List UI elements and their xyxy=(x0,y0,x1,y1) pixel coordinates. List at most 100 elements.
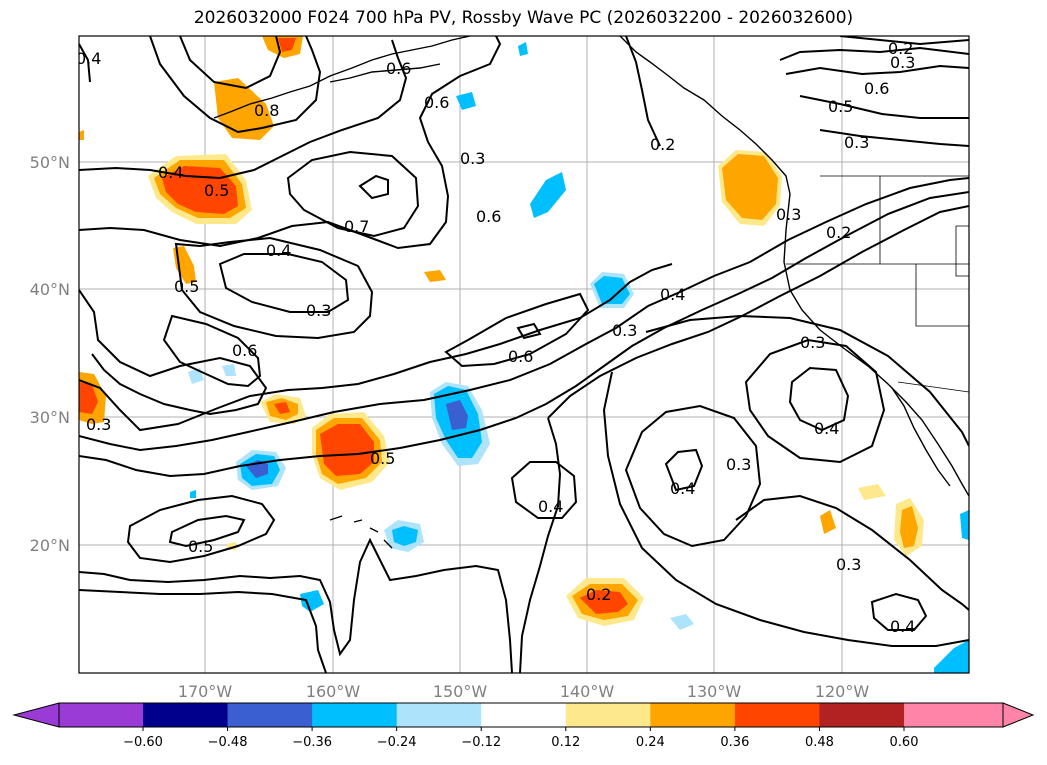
lon-label-150w: 150°W xyxy=(433,682,488,701)
anomaly-blob xyxy=(320,424,374,476)
border-state-4 xyxy=(955,225,969,277)
contour-label: 0.5 xyxy=(204,181,229,200)
anomaly-blob xyxy=(278,38,296,52)
pv-contour xyxy=(79,589,327,673)
anomaly-blob xyxy=(456,92,476,110)
pv-contour xyxy=(444,292,590,368)
contour-label: 0.3 xyxy=(800,333,825,352)
anomaly-blob xyxy=(518,42,528,56)
anomaly-blob xyxy=(190,490,196,498)
map-title: 2026032000 F024 700 hPa PV, Rossby Wave … xyxy=(193,8,854,28)
anomaly-blob xyxy=(530,172,566,218)
colorbar-segment xyxy=(59,703,144,727)
colorbar-tick-label: 0.60 xyxy=(890,735,919,750)
contour-label: 0.4 xyxy=(890,617,915,636)
pv-contour xyxy=(79,43,91,83)
pv-contour xyxy=(625,36,661,147)
anomaly-blob xyxy=(222,364,236,376)
pv-contour xyxy=(839,36,969,46)
political-borders xyxy=(786,175,969,393)
contour-label: 0.3 xyxy=(726,455,751,474)
colorbar-segment xyxy=(396,703,482,727)
contour-label: 0.8 xyxy=(254,101,279,120)
contour-label: 0.6 xyxy=(476,207,501,226)
pv-contour xyxy=(645,314,969,447)
contour-label: 0.2 xyxy=(888,39,913,58)
pv-contour xyxy=(788,366,850,432)
coastline-bc xyxy=(619,36,791,195)
anomaly-blob xyxy=(820,510,836,534)
map-area: 0.4 0.2 0.3 0.6 0.8 0.6 0.3 0.2 0.5 0.6 … xyxy=(76,35,970,674)
colorbar-segment xyxy=(565,703,651,727)
contour-label: 0.3 xyxy=(612,321,637,340)
pv-contour xyxy=(510,461,578,519)
pv-contour xyxy=(744,338,886,464)
pv-contour xyxy=(664,448,704,492)
pv-contour xyxy=(79,36,502,250)
coastline-baja xyxy=(891,387,951,487)
pv-contour xyxy=(79,289,268,416)
lon-label-170w: 170°W xyxy=(178,682,233,701)
lon-label-120w: 120°W xyxy=(815,682,870,701)
longitude-labels: 170°W 160°W 150°W 140°W 130°W 120°W xyxy=(178,682,870,701)
colorbar-tick-label: 0.36 xyxy=(720,735,749,750)
contour-label: 0.2 xyxy=(826,223,851,242)
colorbar-segment xyxy=(819,703,905,727)
contour-label: 0.4 xyxy=(158,163,183,182)
lat-label-50n: 50°N xyxy=(30,153,70,172)
anomaly-blob xyxy=(214,78,274,140)
contour-label: 0.3 xyxy=(836,555,861,574)
anomaly-blob xyxy=(900,506,918,548)
contour-label: 0.7 xyxy=(344,217,369,236)
colorbar-extend-max xyxy=(1002,702,1035,728)
contour-label: 0.5 xyxy=(174,277,199,296)
pv-contours xyxy=(79,36,969,673)
border-us-mexico xyxy=(897,381,969,393)
contour-label: 0.3 xyxy=(460,149,485,168)
anomaly-blob xyxy=(173,246,196,284)
pv-contour xyxy=(870,592,928,631)
colorbar-segment xyxy=(143,703,229,727)
colorbar-tick-label: 0.12 xyxy=(551,735,580,750)
pv-contour xyxy=(624,404,762,548)
contour-label: 0.6 xyxy=(508,347,533,366)
pv-contour xyxy=(79,537,513,673)
lon-label-130w: 130°W xyxy=(687,682,742,701)
pv-contour xyxy=(286,150,420,238)
pv-contour xyxy=(516,322,542,340)
anomaly-blob xyxy=(446,400,468,430)
map-background xyxy=(79,36,969,673)
coastline-alaska-south xyxy=(329,63,441,83)
anomaly-blob xyxy=(670,614,694,630)
anomaly-blob xyxy=(300,590,324,612)
contour-label: 0.2 xyxy=(586,585,611,604)
colorbar-tick-label: −0.36 xyxy=(292,735,332,750)
anomaly-blob xyxy=(580,590,628,614)
anomaly-blob xyxy=(722,154,778,220)
pv-contour xyxy=(519,417,562,673)
contour-label: 0.6 xyxy=(864,79,889,98)
colorbar-tick-label: −0.24 xyxy=(377,735,417,750)
contour-label: 0.4 xyxy=(814,419,839,438)
colorbar-tick-label: −0.48 xyxy=(208,735,248,750)
pv-contour xyxy=(779,46,969,61)
pv-contour xyxy=(162,314,262,388)
lat-label-20n: 20°N xyxy=(30,536,70,555)
anomaly-blob xyxy=(274,402,290,414)
colorbar-segment xyxy=(312,703,398,727)
pv-contour xyxy=(79,177,969,452)
anomaly-blob xyxy=(392,526,418,546)
pv-contour xyxy=(174,236,374,340)
pv-contour xyxy=(79,191,969,478)
colorbar-segment xyxy=(904,703,1004,727)
contour-label: 0.6 xyxy=(386,59,411,78)
contour-label: 0.4 xyxy=(538,497,563,516)
lat-label-40n: 40°N xyxy=(30,280,70,299)
contour-label: 0.3 xyxy=(306,301,331,320)
contour-label: 0.3 xyxy=(890,53,915,72)
contour-label: 0.4 xyxy=(76,49,101,68)
colorbar: −0.60 −0.48 −0.36 −0.24 −0.12 0.12 0.24 0.36 0.4… xyxy=(12,702,1035,750)
lon-label-140w: 140°W xyxy=(560,682,615,701)
anomaly-blob xyxy=(79,130,84,140)
colorbar-tick-label: 0.24 xyxy=(636,735,665,750)
